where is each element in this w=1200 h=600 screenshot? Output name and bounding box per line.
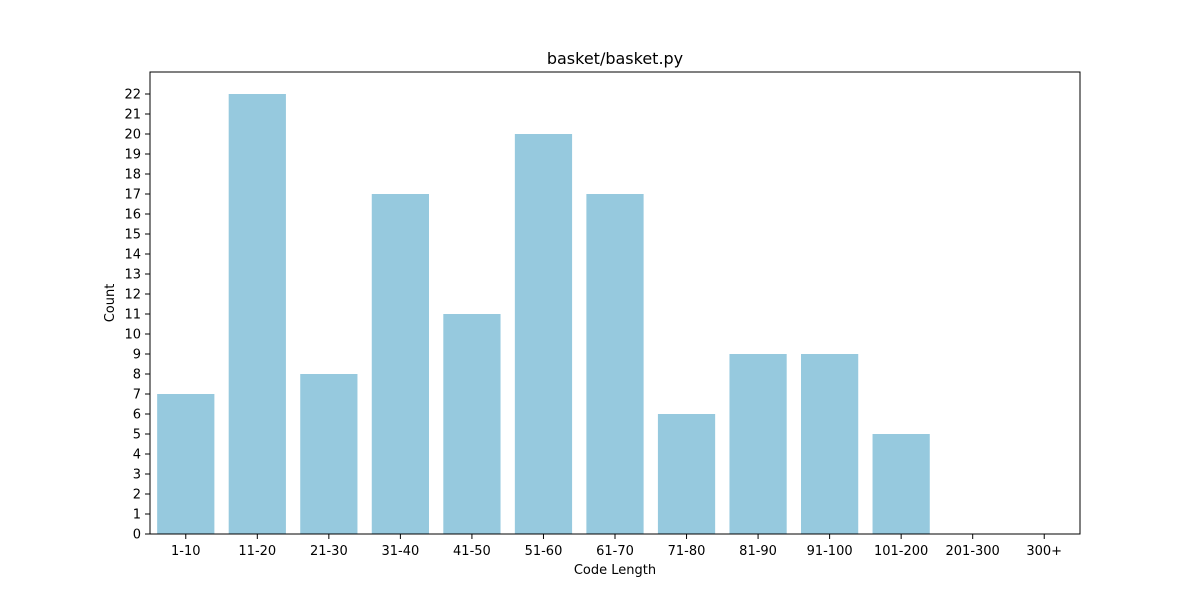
x-tick-label: 31-40 <box>381 544 419 559</box>
y-tick-label: 10 <box>124 328 141 343</box>
bar-21-30 <box>300 374 358 534</box>
bar-81-90 <box>729 354 787 534</box>
bar-71-80 <box>657 414 716 534</box>
x-tick-label: 11-20 <box>238 544 276 559</box>
y-tick-label: 21 <box>124 108 141 123</box>
bar-51-60 <box>514 134 573 534</box>
bar-101-200 <box>872 434 930 534</box>
x-tick-label: 1-10 <box>171 544 201 559</box>
y-tick-label: 20 <box>124 128 141 143</box>
y-tick-label: 6 <box>133 408 141 423</box>
y-tick-label: 7 <box>133 388 141 403</box>
x-tick-label: 91-100 <box>807 544 853 559</box>
bar-41-50 <box>443 314 501 534</box>
y-tick-label: 22 <box>124 88 141 103</box>
bar-61-70 <box>586 194 644 534</box>
y-tick-label: 1 <box>133 508 141 523</box>
bar-31-40 <box>371 194 429 534</box>
x-axis-ticks: 1-10 11-20 21-30 31-40 41-50 51-60 61-70 71-80 8… <box>171 534 1062 559</box>
y-tick-label: 16 <box>124 208 141 223</box>
y-tick-label: 12 <box>124 288 141 303</box>
x-axis-label: Code Length <box>574 563 656 578</box>
y-tick-label: 11 <box>124 308 141 323</box>
y-tick-label: 9 <box>133 348 141 363</box>
y-tick-label: 0 <box>133 528 141 543</box>
y-tick-label: 4 <box>133 448 141 463</box>
chart-title: basket/basket.py <box>547 49 683 68</box>
bar-11-20 <box>228 94 286 534</box>
x-tick-label: 71-80 <box>668 544 706 559</box>
bar-1-10 <box>157 394 215 534</box>
x-tick-label: 81-90 <box>739 544 777 559</box>
y-tick-label: 13 <box>124 268 141 283</box>
y-tick-label: 5 <box>133 428 141 443</box>
x-tick-label: 201-300 <box>946 544 1000 559</box>
y-tick-label: 19 <box>124 148 141 163</box>
y-axis-label: Count <box>103 284 118 323</box>
bars-group <box>157 94 930 534</box>
y-tick-label: 17 <box>124 188 141 203</box>
x-tick-label: 300+ <box>1026 544 1062 559</box>
y-tick-label: 18 <box>124 168 141 183</box>
bar-91-100 <box>801 354 859 534</box>
y-tick-label: 8 <box>133 368 141 383</box>
x-tick-label: 61-70 <box>596 544 634 559</box>
y-tick-label: 14 <box>124 248 141 263</box>
x-tick-label: 51-60 <box>525 544 563 559</box>
y-tick-label: 15 <box>124 228 141 243</box>
y-tick-label: 3 <box>133 468 141 483</box>
y-tick-label: 2 <box>133 488 141 503</box>
x-tick-label: 21-30 <box>310 544 348 559</box>
x-tick-label: 41-50 <box>453 544 491 559</box>
x-tick-label: 101-200 <box>874 544 928 559</box>
